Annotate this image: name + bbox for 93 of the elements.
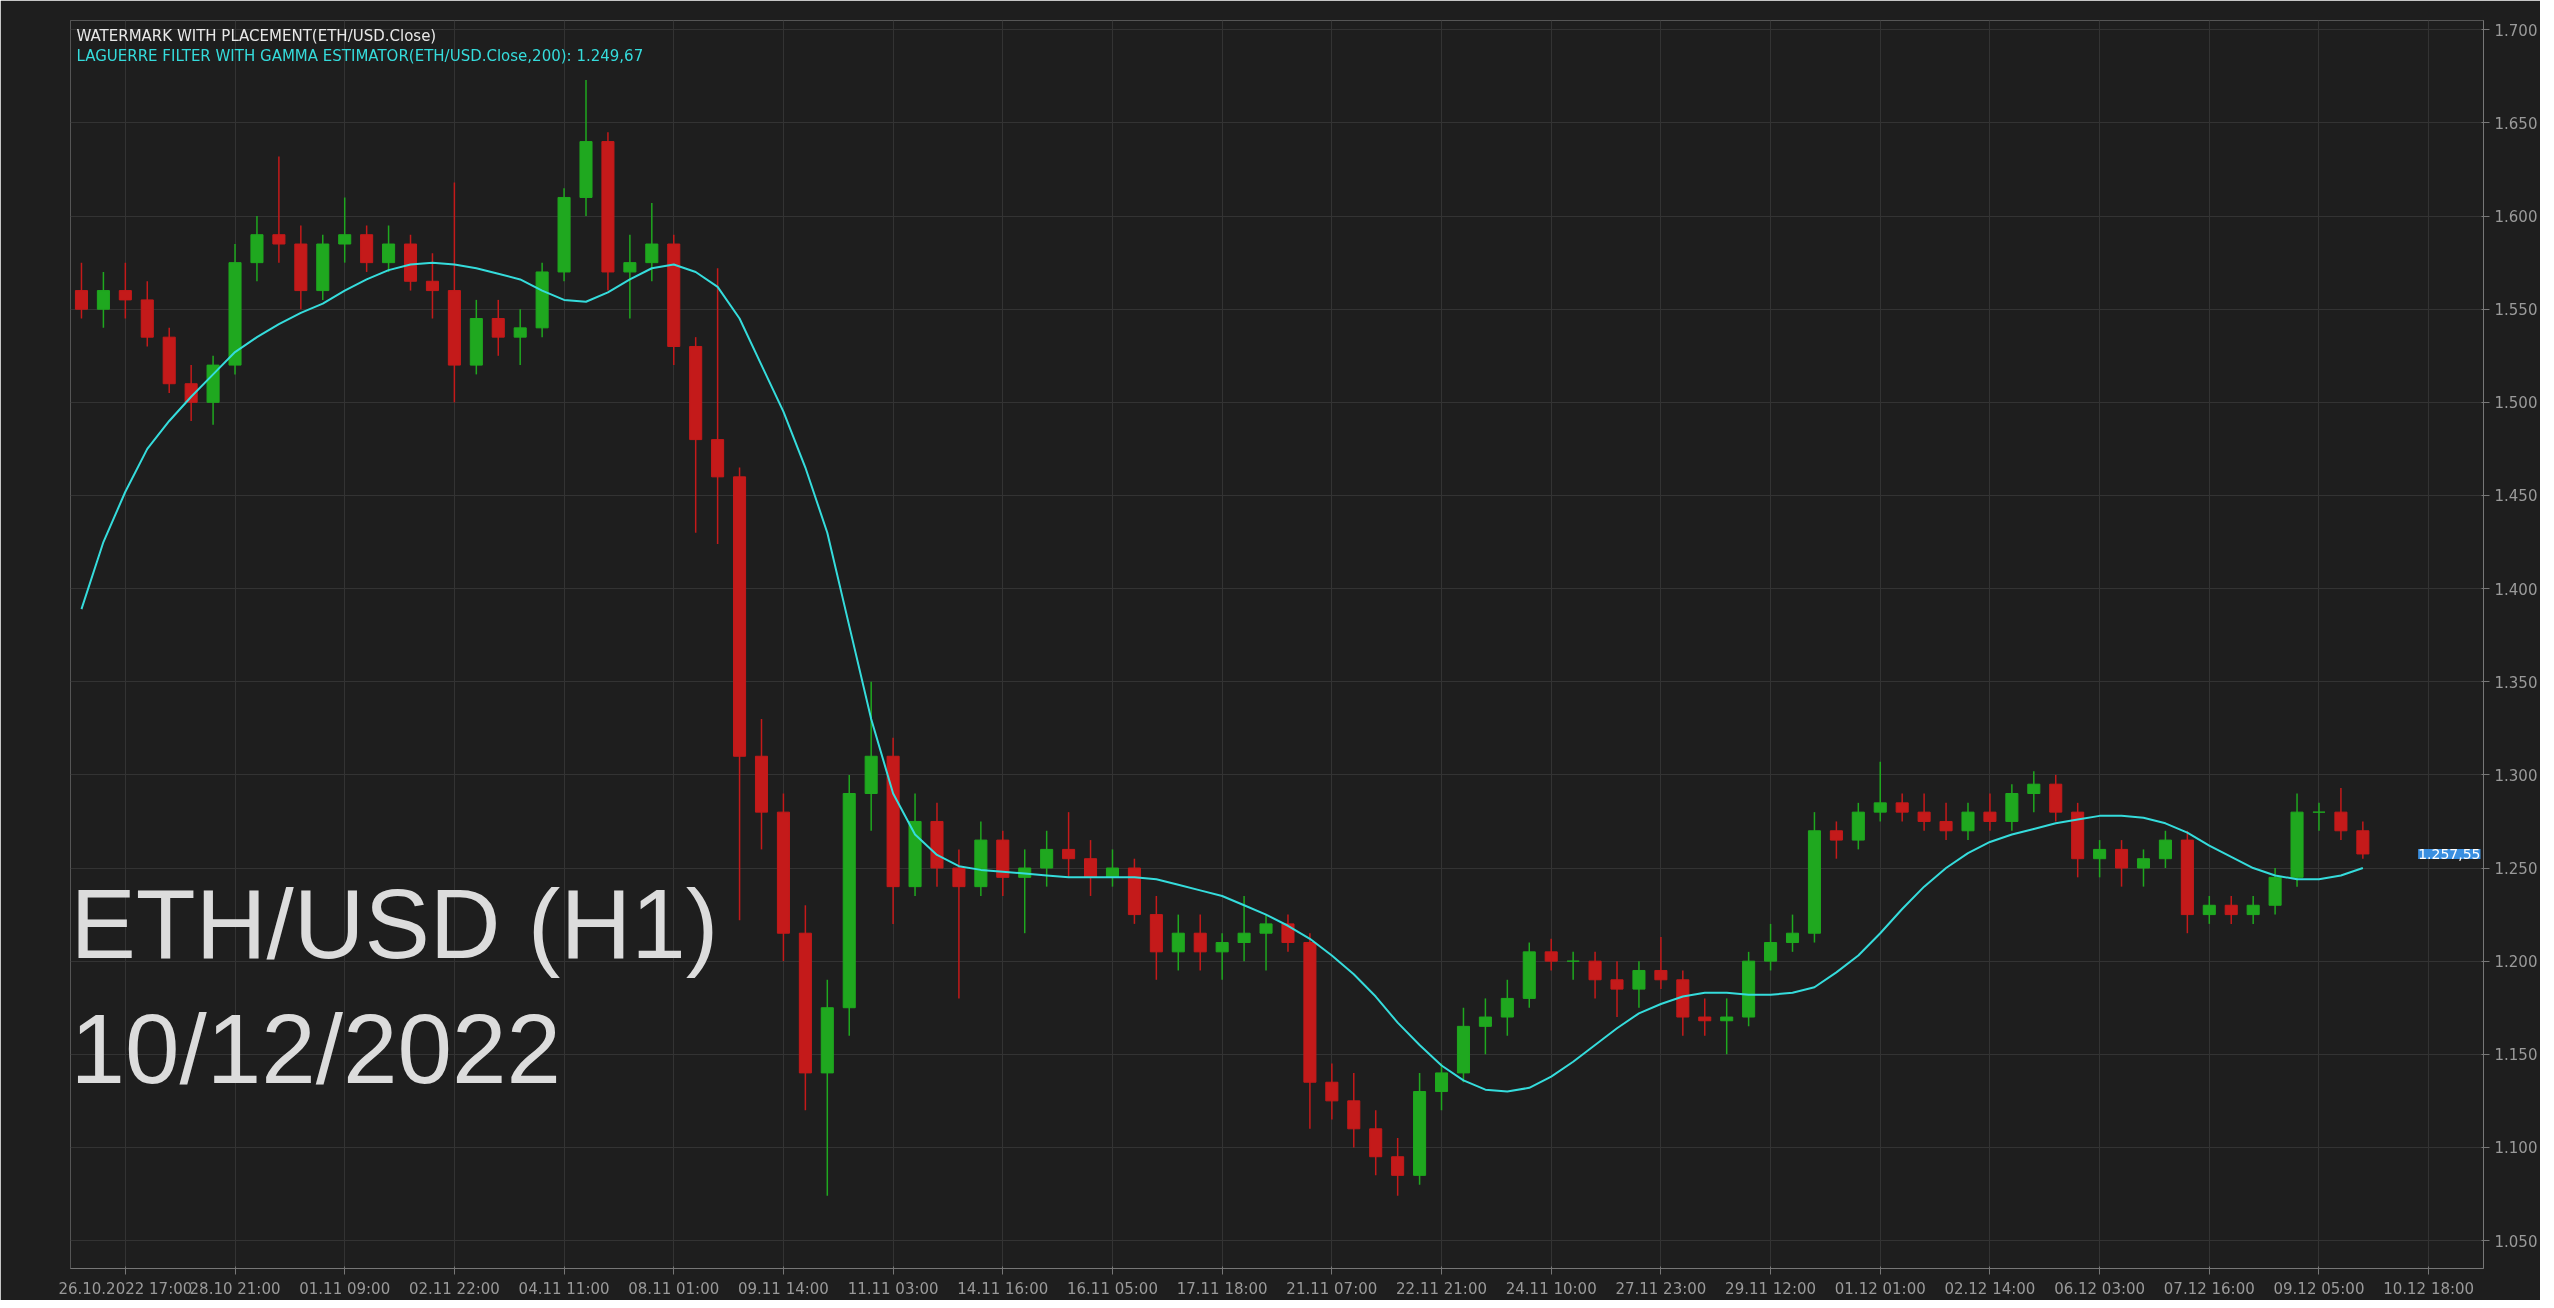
- x-tick-label: 02.12 14:00: [1944, 1279, 2036, 1298]
- candlestick: [1391, 1137, 1405, 1197]
- candlestick: [1983, 792, 1997, 832]
- candlestick: [2356, 820, 2370, 860]
- candlestick: [1544, 938, 1558, 972]
- candlestick: [623, 233, 637, 320]
- y-tick-label: 1.100: [2494, 1139, 2538, 1158]
- candlestick: [1895, 792, 1909, 823]
- candlestick: [1873, 761, 1887, 823]
- x-tick-label: 22.11 21:00: [1396, 1279, 1487, 1298]
- annotation: 1.257,55: [2418, 845, 2481, 862]
- text: WATERMARK WITH PLACEMENT(ETH/USD.Close): [76, 26, 437, 45]
- y-tick-label: 1.550: [2494, 301, 2538, 320]
- candlestick: [74, 261, 88, 320]
- candlestick: [1237, 895, 1251, 962]
- candlestick: [2093, 839, 2107, 879]
- annotation: 10/12/2022: [70, 993, 561, 1104]
- x-tick-label: 17.11 18:00: [1176, 1279, 1268, 1298]
- y-tick-label: 1.650: [2494, 114, 2538, 133]
- y-tick-label: 1.500: [2494, 394, 2538, 413]
- candlestick: [1720, 997, 1734, 1056]
- candlestick: [491, 299, 505, 357]
- candlestick: [1588, 951, 1602, 1000]
- y-tick-label: 1.150: [2494, 1046, 2538, 1065]
- x-tick-label: 21.11 07:00: [1286, 1279, 1378, 1298]
- candlestick: [96, 271, 110, 329]
- x-tick-label: 11.11 03:00: [847, 1279, 939, 1298]
- x-tick-label: 16.11 05:00: [1067, 1279, 1158, 1298]
- candlestick: [2027, 770, 2041, 813]
- y-tick-label: 1.350: [2494, 673, 2538, 692]
- candlestick: [1040, 830, 1054, 888]
- candlestick: [1698, 997, 1712, 1037]
- candlestick: [382, 224, 396, 273]
- candlestick: [1610, 960, 1624, 1018]
- candlestick: [1281, 913, 1295, 953]
- x-tick-label: 14.11 16:00: [957, 1279, 1049, 1298]
- x-tick-label: 27.11 23:00: [1615, 1279, 1707, 1298]
- y-tick-label: 1.200: [2494, 953, 2538, 972]
- candlestick: [118, 261, 132, 320]
- candlestick: [2224, 895, 2238, 925]
- candlestick: [1654, 936, 1668, 990]
- candlestick: [1084, 839, 1098, 897]
- candlestick: [425, 252, 439, 320]
- x-tick-label: 09.12 05:00: [2273, 1279, 2365, 1298]
- line-series: [80, 261, 2364, 1093]
- candlestick: [2115, 839, 2129, 888]
- candlestick: [1939, 802, 1953, 841]
- x-tick-label: 02.11 22:00: [408, 1279, 500, 1298]
- candlestick: [1171, 913, 1185, 972]
- candlestick: [1193, 913, 1207, 972]
- candlestick: [1062, 811, 1076, 879]
- x-tick-label: 09.11 14:00: [737, 1279, 829, 1298]
- candlestick: [1961, 802, 1975, 841]
- candlestick: [2158, 830, 2172, 869]
- candlestick: [645, 202, 659, 283]
- y-tick-label: 1.250: [2494, 860, 2538, 879]
- candlestick: [2334, 787, 2348, 841]
- y-tick-label: 1.600: [2494, 208, 2538, 227]
- candlestick: [1500, 979, 1514, 1037]
- x-tick-label: 29.11 12:00: [1725, 1279, 1817, 1298]
- candlestick: [1215, 932, 1229, 981]
- y-tick-label: 1.300: [2494, 766, 2538, 785]
- text: LAGUERRE FILTER WITH GAMMA ESTIMATOR(ETH/USD.Close,200): 1.249,67: [76, 46, 644, 65]
- x-tick-label: 08.11 01:00: [628, 1279, 720, 1298]
- candlestick: [1829, 820, 1843, 860]
- x-tick-label: 24.11 10:00: [1505, 1279, 1597, 1298]
- candlestick: [1764, 923, 1778, 972]
- candlestick: [338, 196, 352, 264]
- x-tick-label: 01.12 01:00: [1834, 1279, 1926, 1298]
- annotation: ETH/USD (H1): [70, 868, 719, 979]
- y-tick-label: 1.400: [2494, 580, 2538, 599]
- candlestick: [1325, 1062, 1339, 1121]
- y-tick-label: 1.450: [2494, 487, 2538, 506]
- candlestick: [272, 155, 286, 264]
- x-tick-label: 06.12 03:00: [2054, 1279, 2146, 1298]
- candlestick: [1632, 960, 1646, 1009]
- candlestick: [1478, 997, 1492, 1056]
- x-tick-label: 01.11 09:00: [299, 1279, 391, 1298]
- x-tick-label: 07.12 16:00: [2163, 1279, 2255, 1298]
- y-tick-label: 1.050: [2494, 1232, 2538, 1251]
- candlestick: [1259, 913, 1273, 972]
- x-tick-label: 10.12 18:00: [2383, 1279, 2475, 1298]
- candlestick: [2246, 895, 2260, 925]
- candlestick: [2312, 802, 2326, 832]
- candlestick: [1785, 913, 1800, 953]
- y-tick-label: 1.700: [2494, 21, 2538, 40]
- candlestick: [2136, 848, 2151, 888]
- candlestick: [2202, 895, 2216, 925]
- candlestick: [952, 848, 966, 1000]
- x-tick-label: 04.11 11:00: [518, 1279, 610, 1298]
- candlestick: [1917, 792, 1931, 832]
- candlestick: [513, 308, 527, 366]
- candlestick: [1566, 951, 1580, 981]
